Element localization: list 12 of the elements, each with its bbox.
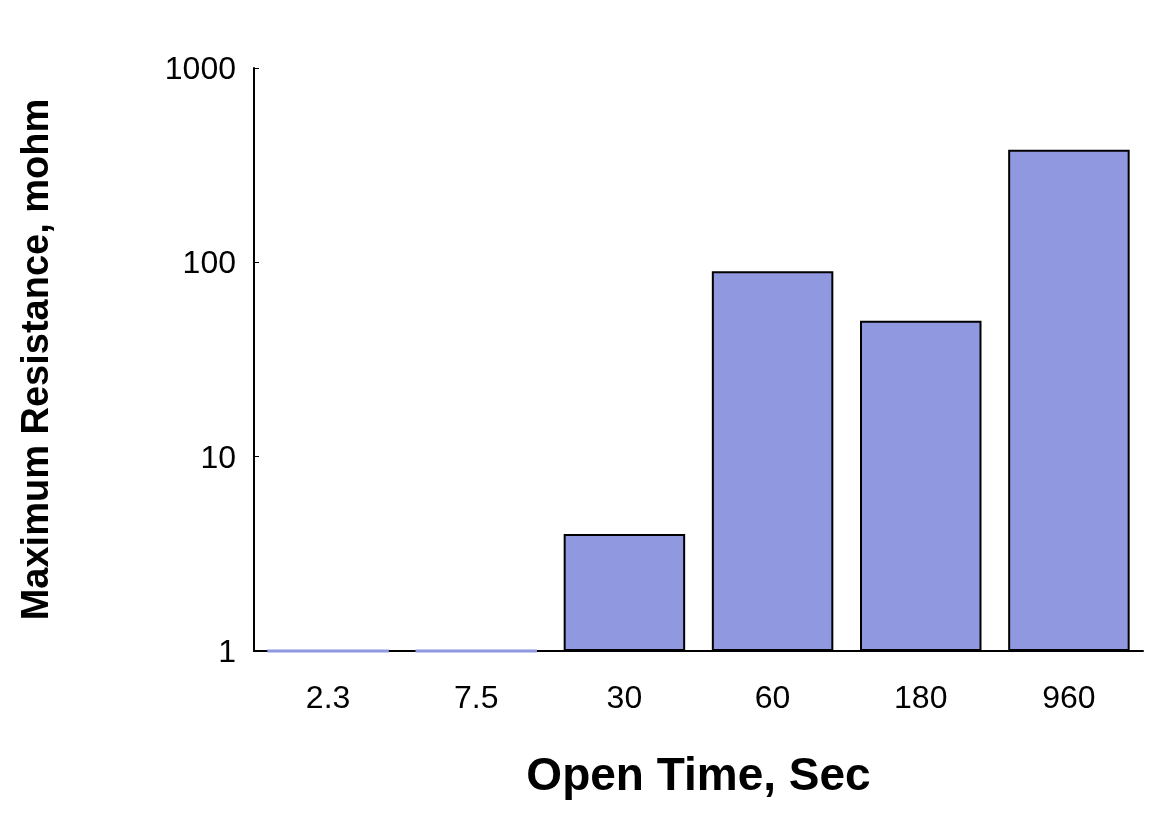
x-tick-label: 180	[894, 679, 948, 715]
y-tick-label: 10	[200, 438, 236, 475]
x-tick-label: 7.5	[454, 679, 499, 715]
y-axis-title: Maximum Resistance, mohm	[14, 98, 56, 621]
x-tick-label: 2.3	[305, 679, 351, 715]
y-tick-label: 1000	[164, 50, 236, 86]
x-tick-label: 60	[754, 679, 791, 715]
x-axis-title: Open Time, Sec	[526, 748, 871, 800]
y-tick-label: 100	[182, 244, 236, 281]
x-tick-label: 30	[606, 679, 643, 715]
y-tick-label: 1	[218, 633, 236, 669]
x-tick-label: 960	[1042, 679, 1096, 715]
